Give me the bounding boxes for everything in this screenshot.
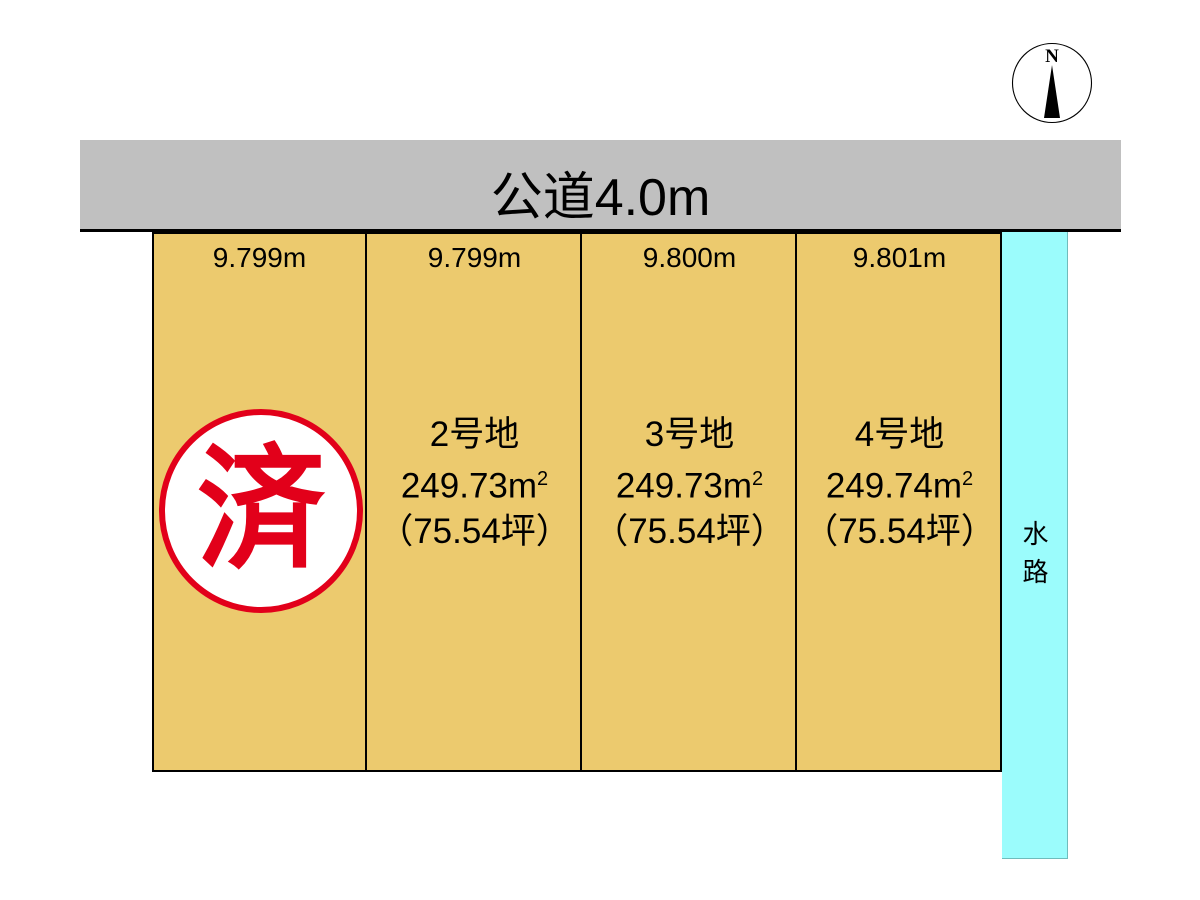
svg-text:N: N bbox=[1045, 46, 1059, 67]
